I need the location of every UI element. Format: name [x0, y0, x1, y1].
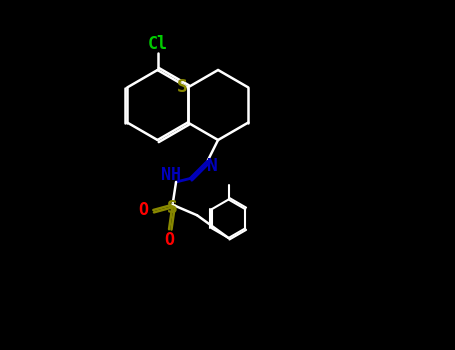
- Text: Cl: Cl: [147, 35, 167, 53]
- Text: O: O: [164, 231, 174, 249]
- Text: S: S: [177, 78, 188, 97]
- Text: NH: NH: [161, 166, 181, 184]
- Text: S: S: [167, 199, 178, 217]
- Text: N: N: [207, 157, 218, 175]
- Text: O: O: [138, 201, 148, 219]
